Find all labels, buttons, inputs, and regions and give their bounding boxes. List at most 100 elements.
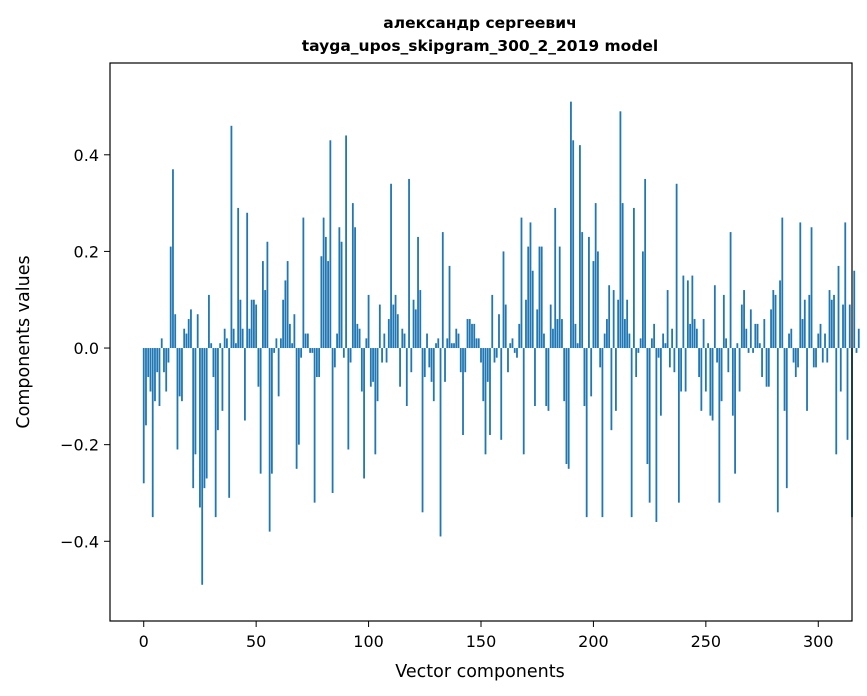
bar-17	[181, 348, 183, 402]
bar-142	[462, 348, 464, 435]
bar-316	[853, 270, 856, 349]
bar-242	[686, 280, 689, 349]
bar-112	[394, 294, 397, 349]
bar-100	[367, 294, 370, 349]
bar-281	[774, 294, 777, 349]
bar-227	[653, 323, 656, 349]
bar-59	[275, 338, 278, 349]
bar-99	[365, 338, 368, 349]
bar-137	[450, 343, 453, 349]
bar-201	[594, 203, 597, 349]
bar-42	[237, 207, 240, 349]
bar-41	[235, 343, 237, 349]
bar-62	[282, 299, 285, 349]
bar-176	[538, 246, 541, 349]
bar-84	[331, 348, 334, 493]
bar-307	[833, 294, 835, 349]
bar-204	[601, 348, 604, 518]
bar-18	[183, 328, 186, 349]
bar-299	[815, 348, 817, 368]
bar-250	[704, 348, 707, 392]
bar-16	[178, 348, 181, 397]
bar-228	[655, 348, 658, 522]
bar-251	[707, 343, 709, 349]
bar-68	[295, 348, 298, 469]
bar-144	[466, 319, 469, 349]
bar-187	[563, 348, 566, 402]
y-axis-ticks: −0.4 −0.2 0.0 0.2 0.4	[60, 146, 110, 551]
bar-57	[270, 348, 273, 474]
bar-257	[720, 348, 723, 402]
bar-229	[657, 348, 660, 358]
bar-52	[259, 348, 262, 474]
x-tick-label: 300	[803, 632, 834, 651]
bar-191	[572, 140, 575, 349]
bar-117	[405, 348, 408, 407]
bar-166	[516, 348, 518, 358]
bar-6	[156, 348, 159, 373]
bar-83	[329, 140, 332, 349]
bar-126	[426, 333, 428, 349]
bar-276	[763, 319, 766, 349]
bar-123	[419, 290, 422, 349]
bar-58	[273, 348, 276, 353]
bar-25	[199, 348, 201, 508]
bar-67	[293, 314, 296, 349]
bar-273	[756, 323, 759, 349]
bar-282	[776, 348, 779, 513]
bar-53	[262, 261, 264, 349]
bar-263	[734, 348, 736, 474]
bar-298	[812, 348, 815, 368]
bar-168	[520, 217, 523, 349]
bar-133	[441, 232, 444, 349]
bar-181	[549, 304, 552, 349]
bar-314	[848, 304, 851, 349]
bar-226	[650, 338, 653, 349]
bar-302	[821, 348, 824, 363]
bar-21	[190, 309, 192, 349]
bar-264	[736, 343, 739, 349]
bar-211	[617, 299, 620, 349]
bar-54	[264, 290, 267, 349]
bar-182	[552, 328, 554, 349]
bar-69	[297, 348, 300, 445]
bar-221	[639, 338, 642, 349]
bar-195	[581, 232, 584, 349]
bar-165	[513, 348, 516, 353]
bar-33	[217, 348, 219, 431]
bar-167	[518, 323, 521, 349]
bar-236	[673, 348, 676, 373]
bar-218	[633, 207, 635, 349]
bar-22	[192, 348, 195, 489]
bar-145	[468, 319, 471, 349]
bar-171	[527, 246, 530, 349]
bar-91	[347, 348, 350, 450]
bar-301	[819, 323, 822, 349]
bar-265	[738, 348, 741, 392]
bar-209	[612, 290, 615, 349]
bar-153	[486, 348, 489, 382]
bar-185	[558, 246, 561, 349]
bar-160	[502, 251, 505, 349]
bar-75	[311, 348, 314, 353]
bar-293	[801, 319, 804, 349]
bar-225	[648, 348, 651, 503]
bar-143	[464, 348, 467, 373]
bar-152	[484, 348, 487, 455]
bar-303	[824, 333, 826, 349]
bar-19	[185, 333, 188, 349]
bar-286	[785, 348, 788, 489]
bar-196	[583, 348, 586, 407]
bar-47	[248, 328, 251, 349]
x-tick-label: 50	[246, 632, 266, 651]
bar-124	[421, 348, 424, 513]
bar-9	[163, 348, 165, 373]
bar-245	[693, 319, 696, 349]
bar-155	[491, 294, 494, 349]
bar-63	[284, 280, 287, 349]
bar-193	[576, 343, 579, 349]
bar-122	[417, 236, 419, 349]
bar-114	[399, 348, 401, 387]
bar-34	[219, 343, 222, 349]
bar-274	[758, 343, 761, 349]
